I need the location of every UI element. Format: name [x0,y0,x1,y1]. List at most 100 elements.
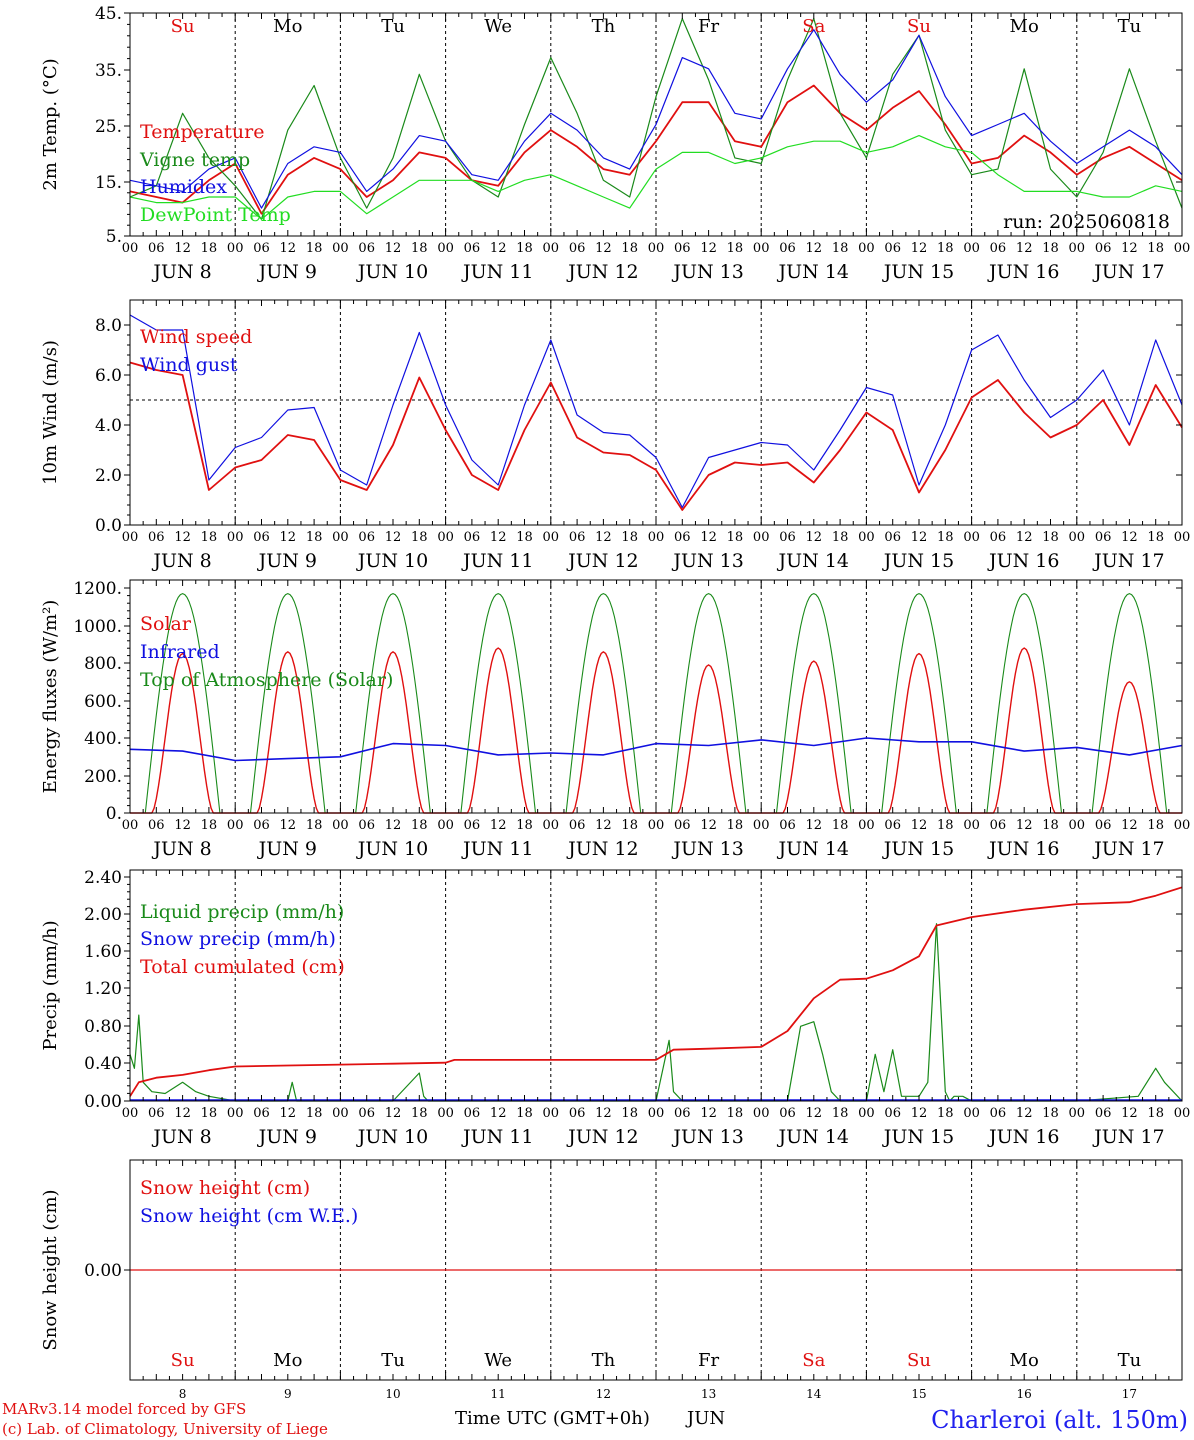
hour-label: 12 [911,530,928,545]
run-annotation: run: 2025060818 [1003,211,1170,233]
hour-label: 00 [332,1106,349,1121]
date-label: JUN 15 [882,550,954,572]
hour-label: 00 [1174,241,1191,256]
y-tick-label: 1000. [73,617,122,637]
hour-label: 12 [174,241,191,256]
weekday-label: Tu [381,1350,405,1371]
hour-label: 00 [753,818,770,833]
hour-label: 18 [1042,241,1059,256]
weekday-label: Fr [698,1350,719,1371]
date-label: JUN 17 [1092,550,1164,572]
weekday-label: Tu [381,16,405,37]
hour-label: 18 [516,530,533,545]
hour-label: 00 [543,818,560,833]
legend-entry: Snow precip (mm/h) [140,928,336,950]
series-line-total-cumulated-cm [129,886,1183,1097]
date-label: JUN 15 [882,261,954,283]
hour-label: 18 [1147,241,1164,256]
hour-label: 00 [648,530,665,545]
hour-label: 06 [148,818,165,833]
hour-label: 00 [1174,818,1191,833]
hour-label: 06 [569,530,586,545]
legend-entry: Liquid precip (mm/h) [140,901,344,923]
date-label: JUN 13 [671,550,743,572]
hour-label: 18 [201,530,218,545]
hour-label: 12 [280,818,297,833]
hour-label: 06 [990,241,1007,256]
hour-label: 00 [753,530,770,545]
hour-label: 18 [621,1106,638,1121]
date-label: JUN 11 [461,1126,533,1148]
hour-label: 12 [1121,1106,1138,1121]
hour-label: 12 [280,530,297,545]
hour-label: 18 [621,818,638,833]
hour-label: 18 [832,241,849,256]
hour-label: 12 [700,1106,717,1121]
hour-label: 00 [227,530,244,545]
hour-label: 18 [1042,1106,1059,1121]
hour-label: 00 [122,818,139,833]
hour-label: 12 [595,1106,612,1121]
y-tick-label: 0. [106,804,122,824]
date-label: JUN 11 [461,261,533,283]
hour-label: 18 [832,530,849,545]
hour-label: 00 [963,1106,980,1121]
y-tick-label: 0.0 [95,516,122,536]
hour-label: 12 [911,241,928,256]
hour-label: 18 [516,241,533,256]
weekday-label: Sa [802,1350,825,1371]
hour-label: 00 [543,241,560,256]
hour-label: 12 [806,241,823,256]
hour-label: 06 [674,530,691,545]
hour-label: 18 [937,1106,954,1121]
legend-entry: Total cumulated (cm) [140,956,345,978]
date-label: JUN 16 [987,838,1059,860]
hour-label: 12 [385,818,402,833]
day-number-label: 11 [491,1387,506,1401]
hour-label: 00 [332,818,349,833]
y-tick-label: 1200. [73,579,122,599]
hour-label: 06 [884,1106,901,1121]
hour-label: 06 [569,818,586,833]
hour-label: 12 [385,241,402,256]
hour-label: 12 [700,241,717,256]
series-line-temperature [129,84,1183,215]
x-axis-label: Time UTC (GMT+0h) [455,1408,650,1429]
hour-label: 18 [937,818,954,833]
hour-label: 06 [990,1106,1007,1121]
hour-label: 12 [700,530,717,545]
date-label: JUN 14 [777,1126,849,1148]
weekday-label: Su [907,16,931,37]
hour-label: 00 [437,241,454,256]
hour-label: 18 [727,530,744,545]
hour-label: 18 [411,818,428,833]
hour-label: 12 [174,1106,191,1121]
hour-label: 00 [648,241,665,256]
hour-label: 06 [569,1106,586,1121]
hour-label: 12 [174,818,191,833]
hour-label: 06 [884,530,901,545]
hour-label: 06 [1095,241,1112,256]
legend-entry: Vigne temp [139,149,250,171]
weekday-label: Su [171,1350,195,1371]
date-label: JUN 8 [151,550,211,572]
hour-label: 18 [1147,530,1164,545]
weekday-label: Mo [1010,16,1039,37]
hour-label: 00 [437,818,454,833]
hour-label: 00 [858,241,875,256]
hour-label: 06 [779,241,796,256]
day-number-label: 14 [806,1387,822,1401]
hour-label: 00 [227,241,244,256]
hour-label: 00 [1069,1106,1086,1121]
y-tick-label: 0.80 [84,1017,122,1037]
hour-label: 18 [937,530,954,545]
date-label: JUN 16 [987,261,1059,283]
date-label: JUN 9 [257,550,317,572]
legend-entry: Wind speed [140,326,252,348]
weekday-label: Mo [273,1350,302,1371]
weekday-label: Su [907,1350,931,1371]
date-label: JUN 11 [461,550,533,572]
hour-label: 00 [122,241,139,256]
hour-label: 00 [963,241,980,256]
